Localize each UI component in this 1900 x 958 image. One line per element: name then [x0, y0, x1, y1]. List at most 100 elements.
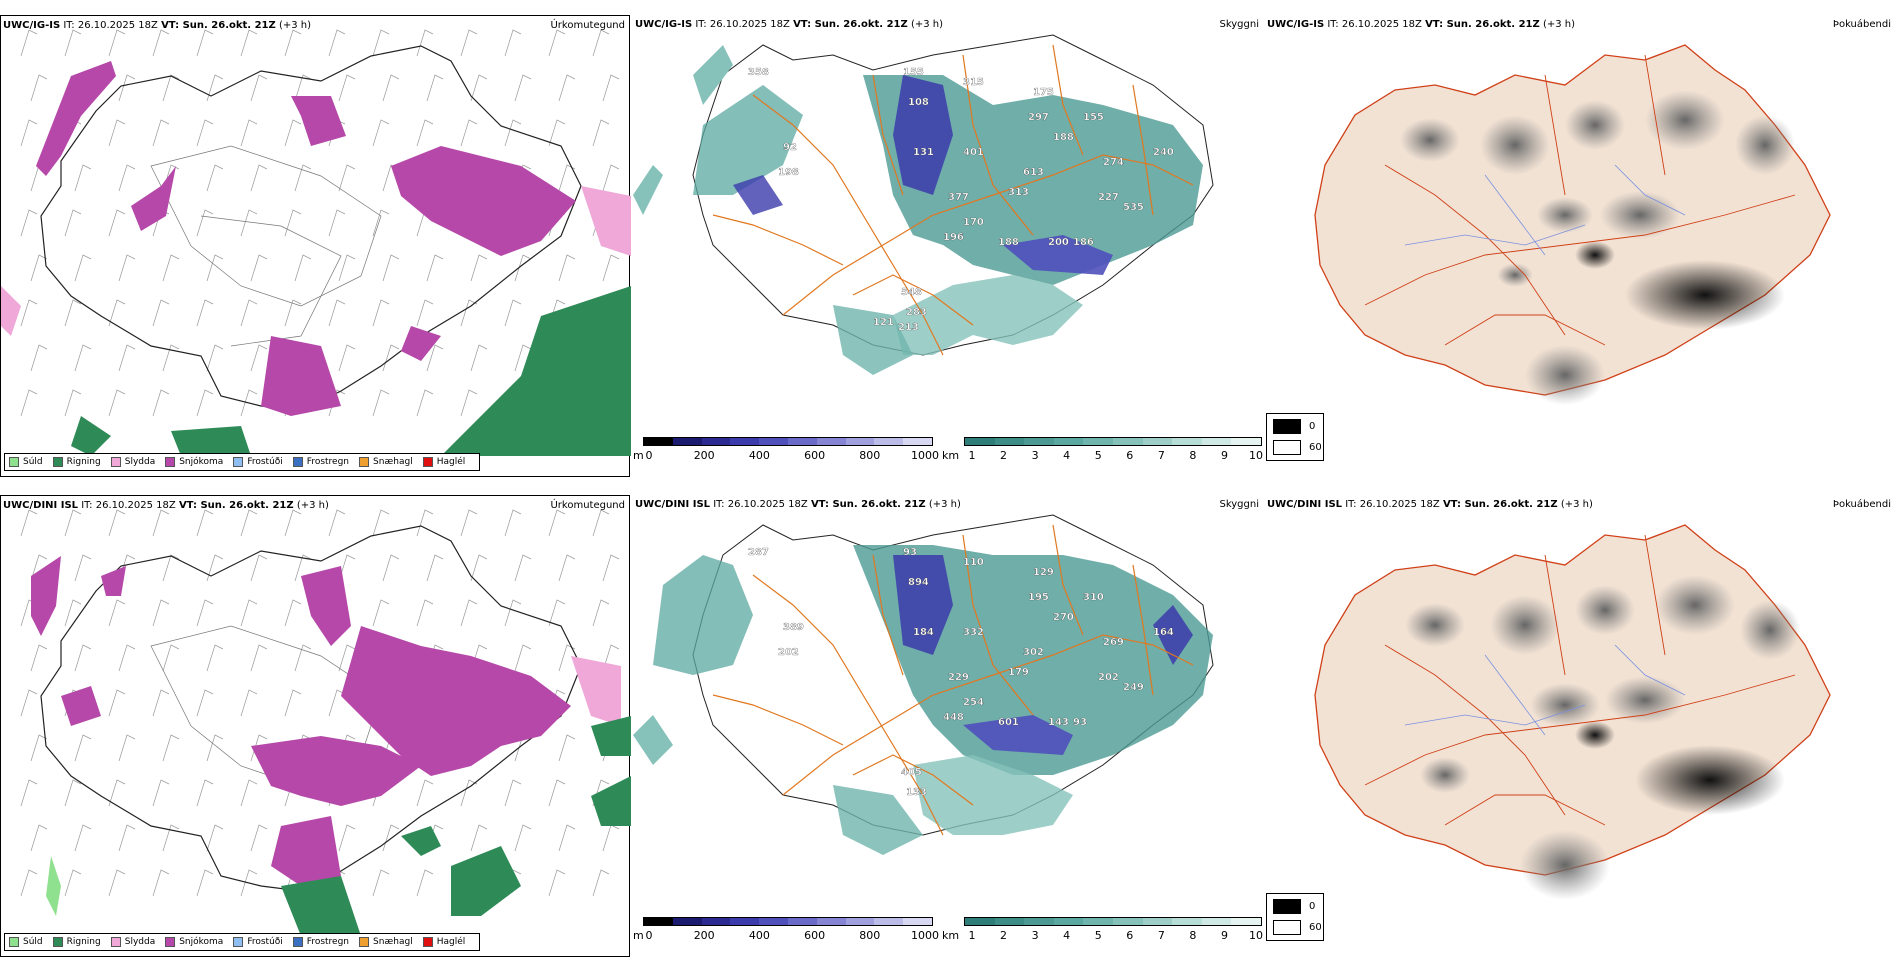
wind-barb	[548, 869, 566, 897]
wind-barb	[20, 389, 38, 417]
wind-barb	[74, 554, 92, 582]
init-time: 26.10.2025 18Z	[1341, 19, 1422, 30]
colorbar-tick-label: 600	[804, 929, 826, 942]
ceiling-label: 93	[903, 547, 917, 558]
fog-legend-swatch	[1273, 899, 1301, 914]
wind-barb	[602, 554, 620, 582]
wind-barb	[64, 779, 82, 807]
wind-barb	[206, 74, 224, 102]
wind-barb	[152, 779, 170, 807]
it-prefix: IT:	[713, 499, 728, 510]
colorbar-segment	[1083, 918, 1113, 925]
it-prefix: IT:	[63, 20, 78, 31]
ceiling-label: 894	[908, 577, 929, 588]
it-prefix: IT:	[81, 500, 96, 511]
colorbar-tick-label: 0	[645, 929, 653, 942]
colorbar-segment	[874, 438, 904, 445]
ceiling-label: 377	[948, 192, 969, 203]
wind-barb	[30, 734, 48, 762]
colorbar-tick-label: 400	[748, 929, 770, 942]
wind-barb	[372, 29, 390, 57]
colorbar-tick-label: 2	[1000, 449, 1008, 462]
colorbar-segment	[644, 918, 673, 925]
precip-legend-item: Snæhagl	[359, 937, 413, 947]
wind-barb	[240, 599, 258, 627]
ceiling-label: 535	[1123, 202, 1144, 213]
precip-legend-swatch	[52, 937, 63, 947]
ceiling-label: 184	[913, 627, 934, 638]
visibility-header-bottom: UWC/DINI ISL IT: 26.10.2025 18Z VT: Sun.…	[635, 499, 961, 510]
colorbar-segment	[730, 918, 760, 925]
colorbar-tick-label: 800	[859, 449, 881, 462]
wind-barb	[284, 29, 302, 57]
precip-legend-item: Haglél	[422, 937, 465, 947]
wind-barb	[108, 389, 126, 417]
visibility-title-top: Skyggni	[1219, 19, 1259, 30]
wind-barb	[152, 299, 170, 327]
colorbar-segment	[816, 438, 846, 445]
fog-title-top: Þokuábendi	[1832, 19, 1891, 30]
fog-legend-label: 60	[1309, 442, 1322, 453]
wind-barb	[240, 689, 258, 717]
wind-barb	[416, 299, 434, 327]
wind-barb	[504, 779, 522, 807]
precip-legend-item: Haglél	[422, 457, 465, 467]
wind-barb	[196, 299, 214, 327]
wind-barb	[118, 734, 136, 762]
wind-barb	[240, 299, 258, 327]
precip-legend-label: Snæhagl	[373, 937, 413, 947]
wind-barb	[460, 509, 478, 537]
wind-barb	[108, 299, 126, 327]
wind-barb	[558, 824, 576, 852]
ceiling-label: 389	[783, 622, 804, 633]
precip-legend-label: Frostregn	[306, 457, 350, 467]
wind-barb	[514, 74, 532, 102]
ceiling-label: 186	[1073, 237, 1094, 248]
wind-barb	[162, 254, 180, 282]
lead-time: (+3 h)	[1560, 499, 1593, 510]
colorbar-tick-label: 400	[748, 449, 770, 462]
fog-map-bottom	[1314, 524, 1831, 900]
wind-barb	[338, 824, 356, 852]
wind-barb	[470, 824, 488, 852]
wind-barb	[250, 164, 268, 192]
ceiling-label: 93	[1073, 717, 1087, 728]
ceiling-label: 283	[906, 307, 927, 318]
colorbar-tick-label: 9	[1220, 929, 1228, 942]
ceiling-label: 155	[1083, 112, 1104, 123]
ceiling-label: 202	[778, 647, 799, 658]
precip-legend-item: Frostúði	[233, 937, 283, 947]
wind-barb	[206, 164, 224, 192]
wind-barb	[548, 599, 566, 627]
colorbar-segment	[701, 918, 731, 925]
precip-legend-item: Frostregn	[292, 457, 350, 467]
visibility-colorbar-strip	[964, 437, 1262, 446]
wind-barb	[372, 119, 390, 147]
wind-barb	[416, 599, 434, 627]
wind-barb	[108, 689, 126, 717]
visibility-map-top: 358 155 108 315 175 297 188 155 92 198 131 401 613 27…	[633, 34, 1214, 375]
precip-legend-label: Frostúði	[247, 937, 283, 947]
colorbar-tick-label: 8	[1189, 929, 1197, 942]
precip-panel-bottom: UWC/DINI ISL IT: 26.10.2025 18Z VT: Sun.…	[0, 495, 631, 957]
ceiling-label: 310	[1083, 592, 1104, 603]
wind-barb	[372, 389, 390, 417]
it-prefix: IT:	[695, 19, 710, 30]
fog-map-top	[1314, 44, 1831, 405]
colorbar-segment	[994, 918, 1025, 925]
colorbar-tick-label: 4	[1063, 449, 1071, 462]
wind-barb	[118, 644, 136, 672]
wind-barb	[108, 599, 126, 627]
wind-barb	[108, 779, 126, 807]
wind-barb	[416, 389, 434, 417]
wind-barb	[162, 824, 180, 852]
precip-legend-label: Frostregn	[306, 937, 350, 947]
vt-prefix: VT:	[810, 499, 833, 510]
colorbar-segment	[1053, 918, 1084, 925]
wind-barb	[514, 644, 532, 672]
colorbar-segment	[787, 438, 817, 445]
ceiling-label: 448	[943, 712, 964, 723]
precip-title-top: Úrkomutegund	[550, 20, 625, 31]
wind-barb	[196, 389, 214, 417]
precip-title-bottom: Úrkomutegund	[550, 500, 625, 511]
